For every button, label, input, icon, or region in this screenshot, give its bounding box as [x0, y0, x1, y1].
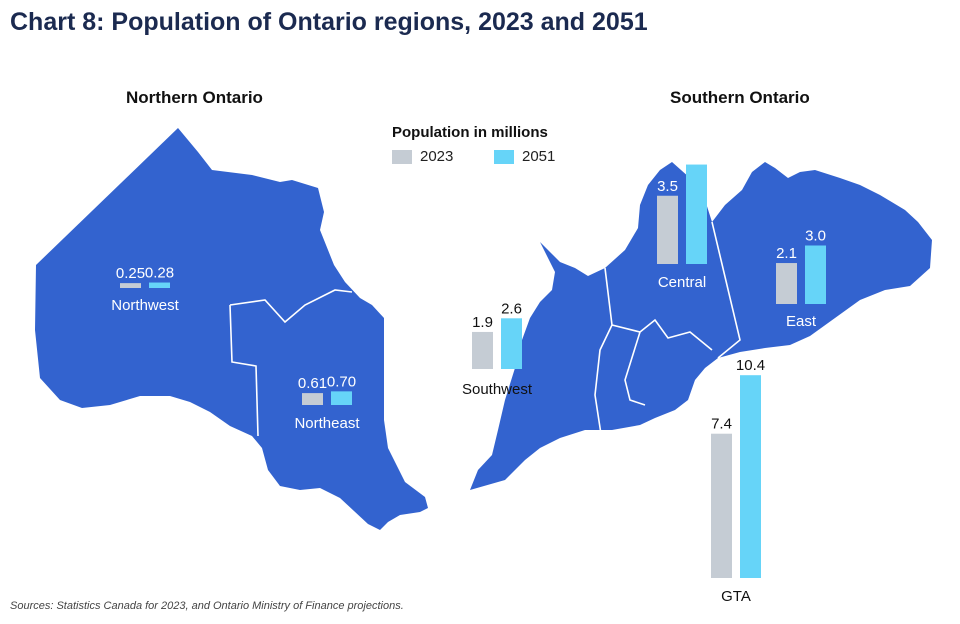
southern-ontario-title: Southern Ontario: [670, 88, 810, 107]
category-label-gta: GTA: [721, 588, 751, 605]
legend-swatch-2023: [392, 149, 412, 164]
source-note: Sources: Statistics Canada for 2023, and…: [10, 600, 404, 612]
legend-label-2023: 2023: [420, 148, 454, 165]
legend-title: Population in millions: [392, 124, 548, 141]
bar-marks: 0.25 0.28 Northwest 0.61 0.70 Northeast 1.9 2.6…: [111, 147, 826, 605]
legend-item-2023: 2023: [392, 148, 453, 165]
bar-gta-2051: [740, 375, 761, 578]
bar-northwest-2023: [120, 283, 141, 288]
category-label-southwest: Southwest: [462, 381, 533, 398]
category-label-northwest: Northwest: [111, 297, 179, 314]
data-label-southwest-2023: 1.9: [472, 314, 493, 331]
data-label-gta-2051: 10.4: [736, 357, 765, 374]
data-label-northeast-2023: 0.61: [298, 375, 327, 392]
northern-ontario-title: Northern Ontario: [126, 88, 263, 107]
bar-gta-2023: [711, 433, 732, 578]
data-label-southwest-2051: 2.6: [501, 300, 522, 317]
data-label-central-2051: 5.1: [686, 147, 707, 164]
bar-southwest-2051: [501, 318, 522, 369]
bar-central-2051: [686, 164, 707, 264]
legend-label-2051: 2051: [522, 148, 556, 165]
category-label-northeast: Northeast: [294, 415, 360, 432]
bar-northeast-2023: [302, 393, 323, 405]
bar-northeast-2051: [331, 391, 352, 405]
data-label-northwest-2051: 0.28: [145, 265, 174, 282]
south-region-border: [594, 221, 741, 461]
bar-southwest-2023: [472, 331, 493, 369]
southern-ontario-map: [470, 162, 932, 490]
bar-northwest-2051: [149, 282, 170, 288]
data-label-northwest-2023: 0.25: [116, 265, 145, 282]
data-label-northeast-2051: 0.70: [327, 373, 356, 390]
bar-central-2023: [657, 195, 678, 264]
bar-east-2051: [805, 245, 826, 304]
legend-item-2051: 2051: [494, 148, 555, 165]
bar-east-2023: [776, 263, 797, 304]
category-label-east: East: [786, 313, 817, 330]
north-region-border: [229, 289, 353, 437]
data-label-gta-2023: 7.4: [711, 416, 732, 433]
data-label-east-2051: 3.0: [805, 228, 826, 245]
category-label-central: Central: [658, 274, 706, 291]
data-label-east-2023: 2.1: [776, 245, 797, 262]
legend-swatch-2051: [494, 149, 514, 164]
data-label-central-2023: 3.5: [657, 178, 678, 195]
chart-title: Chart 8: Population of Ontario regions, …: [10, 8, 648, 36]
